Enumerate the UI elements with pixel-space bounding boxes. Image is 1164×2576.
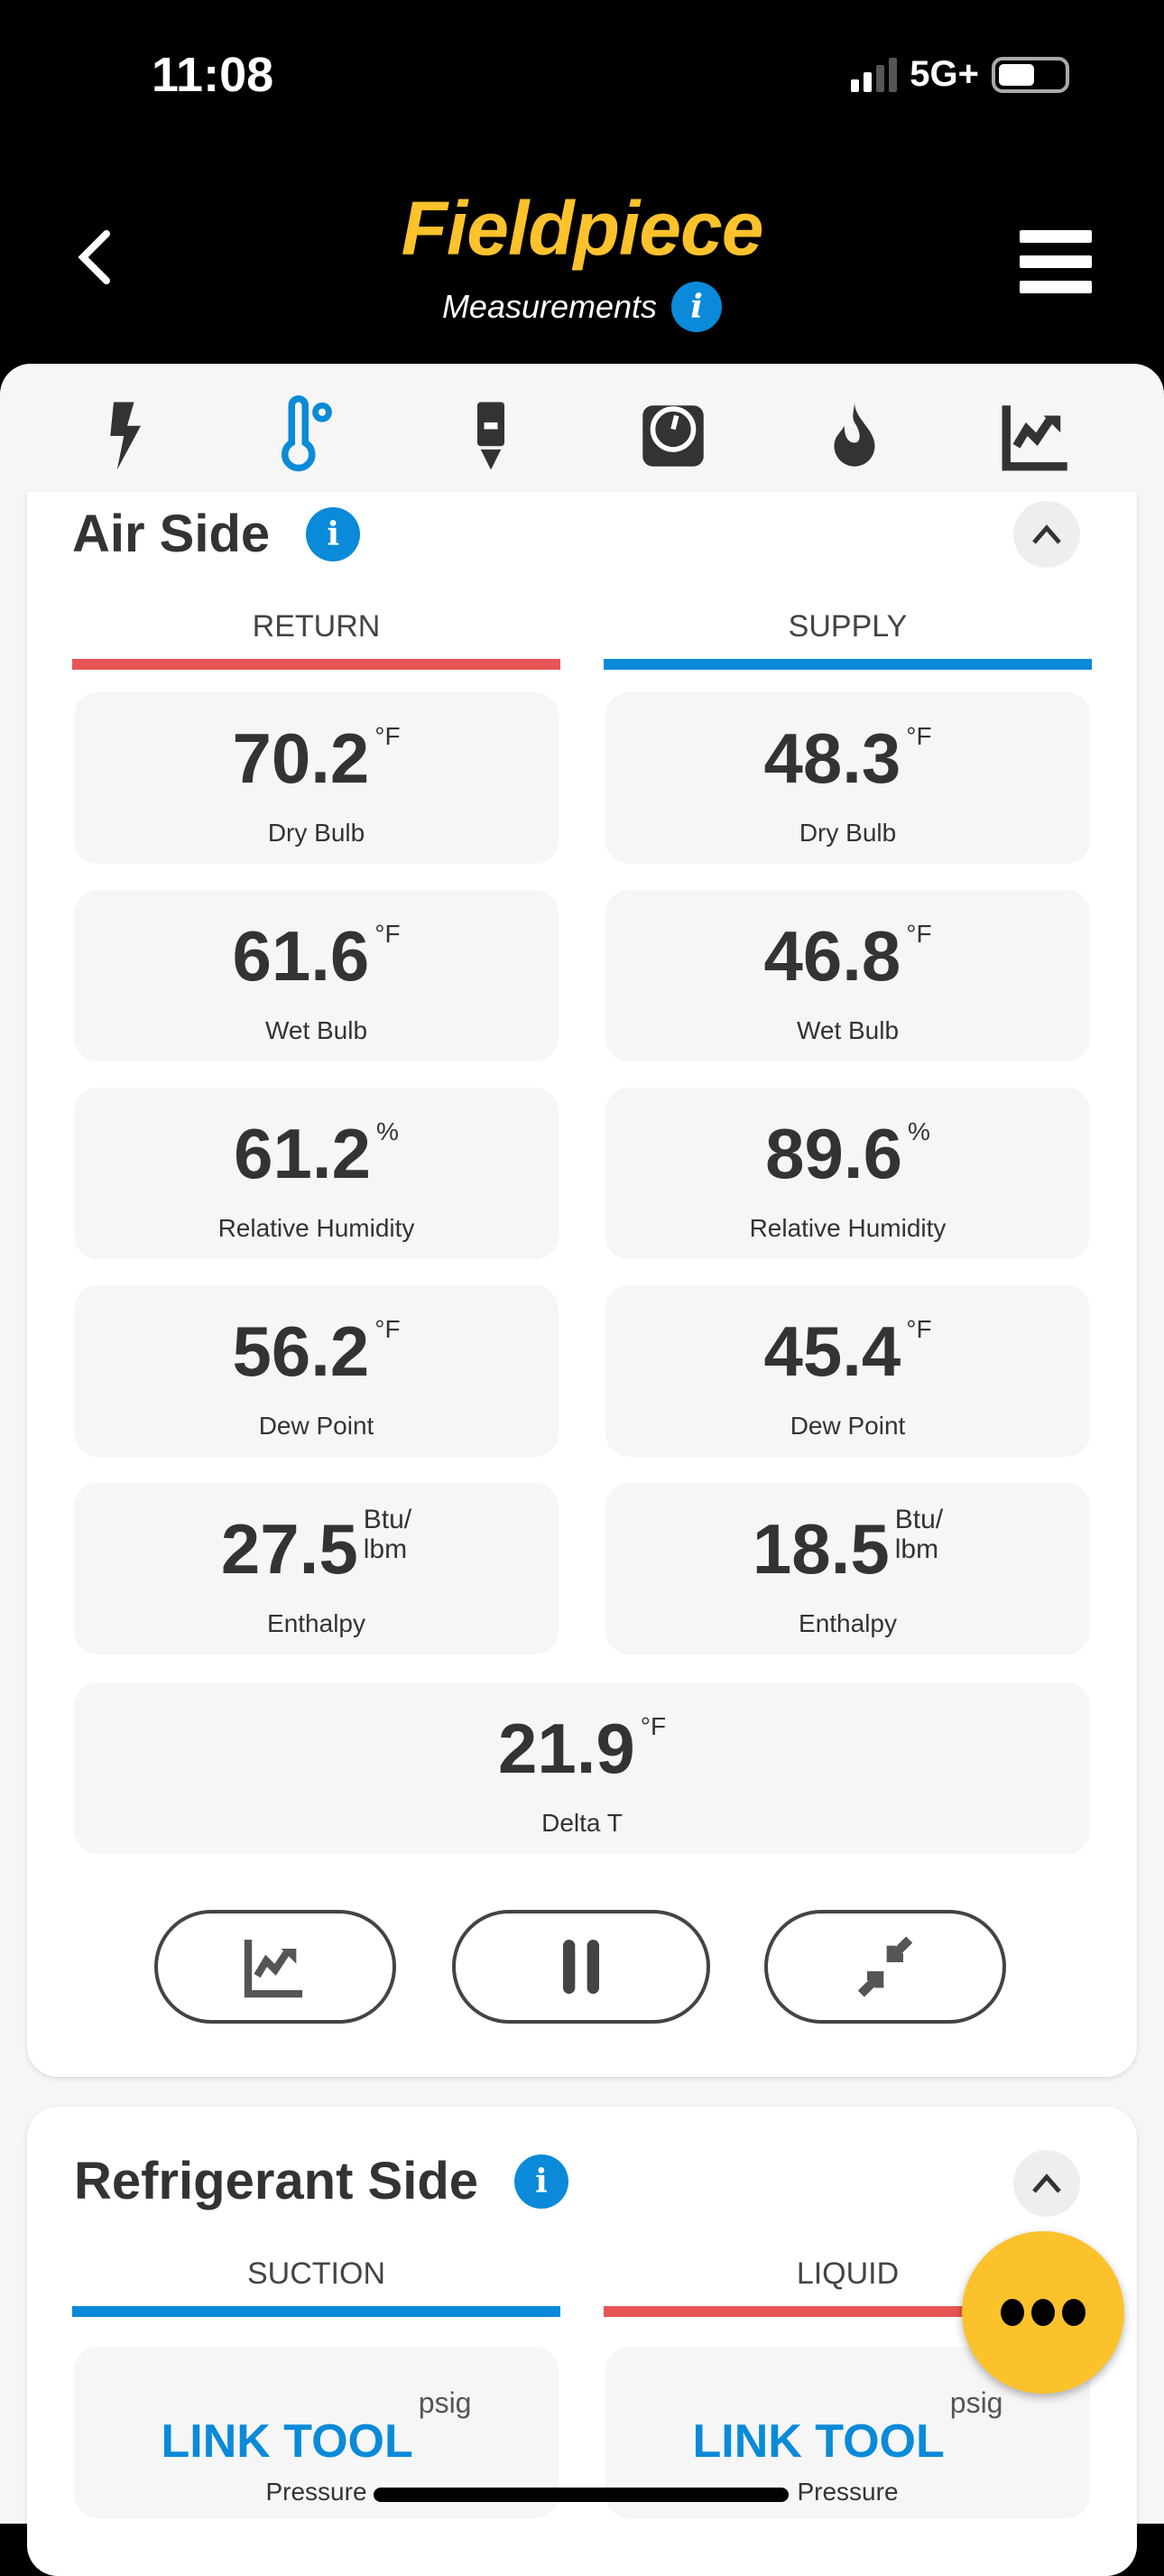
delta-t-label: Delta T	[541, 1809, 623, 1837]
unit: psig	[949, 2386, 1003, 2419]
tile-label: Dry Bulb	[267, 819, 365, 847]
suction-bar	[72, 2306, 560, 2317]
tile-label: Dew Point	[258, 1412, 374, 1440]
collapse-button[interactable]	[1013, 2150, 1080, 2217]
supply-value: 48.3	[763, 718, 901, 798]
more-options-button[interactable]	[962, 2231, 1124, 2394]
battery-icon	[992, 56, 1069, 93]
return-value: 70.2	[232, 718, 370, 798]
supply-value: 46.8	[763, 916, 901, 996]
pause-button[interactable]	[452, 1910, 710, 2024]
refrigerant-title: Refrigerant Side	[74, 2152, 478, 2210]
unit: psig	[418, 2386, 472, 2419]
return-tile: 27.5 Btu/lbm Enthalpy	[74, 1483, 559, 1654]
supply-value: 89.6	[765, 1114, 902, 1193]
return-value: 61.6	[232, 916, 370, 996]
supply-value: 45.4	[763, 1311, 901, 1391]
unit: Btu/lbm	[895, 1505, 943, 1564]
network-label: 5G+	[910, 54, 979, 94]
unit-line: lbm	[363, 1534, 408, 1564]
unit: Btu/lbm	[364, 1505, 411, 1564]
unit-line: Btu/	[894, 1505, 944, 1534]
tile-label: Dry Bulb	[799, 819, 897, 847]
return-value: 27.5	[220, 1509, 358, 1589]
unit: %	[907, 1117, 930, 1145]
return-tile: 70.2 °F Dry Bulb	[74, 692, 559, 864]
supply-tile: 48.3 °F Dry Bulb	[605, 692, 1090, 864]
brand-logo: Fieldpiece	[401, 186, 764, 271]
compress-icon	[857, 1936, 913, 1997]
status-indicators: 5G+	[851, 54, 1069, 95]
chevron-up-icon	[1032, 2173, 1061, 2193]
tile-label: Pressure	[265, 2478, 367, 2506]
collapse-button[interactable]	[1013, 501, 1080, 568]
air-side-title: Air Side	[72, 505, 271, 563]
unit-line: lbm	[894, 1534, 939, 1564]
flame-icon[interactable]	[814, 395, 895, 477]
info-icon[interactable]: i	[514, 2154, 568, 2209]
unit: %	[375, 1117, 399, 1145]
unit: °F	[640, 1712, 667, 1740]
tile-label: Dew Point	[790, 1412, 906, 1440]
supply-header: SUPPLY	[788, 609, 908, 644]
unit: °F	[906, 722, 932, 750]
supply-tile: 89.6% Relative Humidity	[605, 1088, 1090, 1259]
tile-label: Wet Bulb	[264, 1016, 368, 1044]
link-tool-label[interactable]: LINK TOOL	[692, 2415, 945, 2468]
info-icon[interactable]: i	[306, 506, 361, 561]
unit: °F	[374, 920, 401, 948]
tile-label: Enthalpy	[799, 1609, 897, 1637]
info-icon[interactable]: i	[671, 282, 723, 332]
signal-icon	[851, 57, 898, 92]
return-tile: 61.2% Relative Humidity	[74, 1088, 559, 1259]
lightning-icon[interactable]	[87, 395, 168, 477]
supply-tile: 18.5 Btu/lbm Enthalpy	[605, 1483, 1090, 1654]
refrigerant-header: Refrigerant Side i	[74, 2151, 568, 2211]
return-tile: 56.2 °F Dew Point	[74, 1285, 559, 1457]
delta-t-value: 21.9	[497, 1709, 635, 1788]
pause-icon	[563, 1940, 599, 1994]
tile-label: Enthalpy	[267, 1609, 365, 1637]
supply-tile: 46.8 °F Wet Bulb	[605, 890, 1090, 1061]
tile-label: Relative Humidity	[749, 1214, 947, 1242]
supply-tile: 45.4 °F Dew Point	[605, 1285, 1090, 1457]
chevron-up-icon	[1032, 524, 1061, 544]
graph-button[interactable]	[154, 1910, 396, 2024]
unit: °F	[374, 1315, 401, 1343]
page-subtitle: Measurements i	[0, 282, 1164, 332]
suction-header: SUCTION	[247, 2256, 385, 2291]
supply-value: 18.5	[752, 1509, 890, 1589]
supply-bar	[604, 659, 1092, 670]
probe-icon[interactable]	[450, 395, 531, 477]
chart-icon	[244, 1940, 302, 1998]
tile-label: Wet Bulb	[796, 1016, 900, 1044]
unit-line: Btu/	[363, 1505, 412, 1534]
return-value: 61.2	[234, 1114, 371, 1193]
tile-label: Pressure	[797, 2478, 899, 2506]
return-value: 56.2	[232, 1311, 370, 1391]
tile-label: Relative Humidity	[217, 1214, 415, 1242]
back-icon[interactable]	[72, 230, 117, 284]
air-side-header: Air Side i	[72, 504, 361, 564]
gauge-icon[interactable]	[633, 395, 714, 477]
delta-t-tile: 21.9 °F Delta T	[74, 1682, 1090, 1854]
collapse-view-button[interactable]	[764, 1910, 1006, 2024]
unit: °F	[906, 920, 932, 948]
chart-icon[interactable]	[996, 395, 1077, 477]
suction-pressure-tile[interactable]: LINK TOOLpsig Pressure	[74, 2347, 559, 2518]
status-time: 11:08	[152, 48, 274, 102]
thermometer-icon[interactable]	[268, 394, 349, 477]
category-tabs	[0, 379, 1164, 492]
home-indicator[interactable]	[374, 2488, 789, 2502]
unit: °F	[374, 722, 401, 750]
unit: °F	[906, 1315, 932, 1343]
link-tool-label[interactable]: LINK TOOL	[161, 2415, 413, 2468]
liquid-header: LIQUID	[796, 2256, 900, 2291]
return-tile: 61.6 °F Wet Bulb	[74, 890, 559, 1061]
return-bar	[72, 659, 560, 670]
menu-icon[interactable]	[1020, 230, 1092, 306]
return-header: RETURN	[252, 609, 381, 644]
subtitle-text: Measurements	[441, 288, 658, 325]
